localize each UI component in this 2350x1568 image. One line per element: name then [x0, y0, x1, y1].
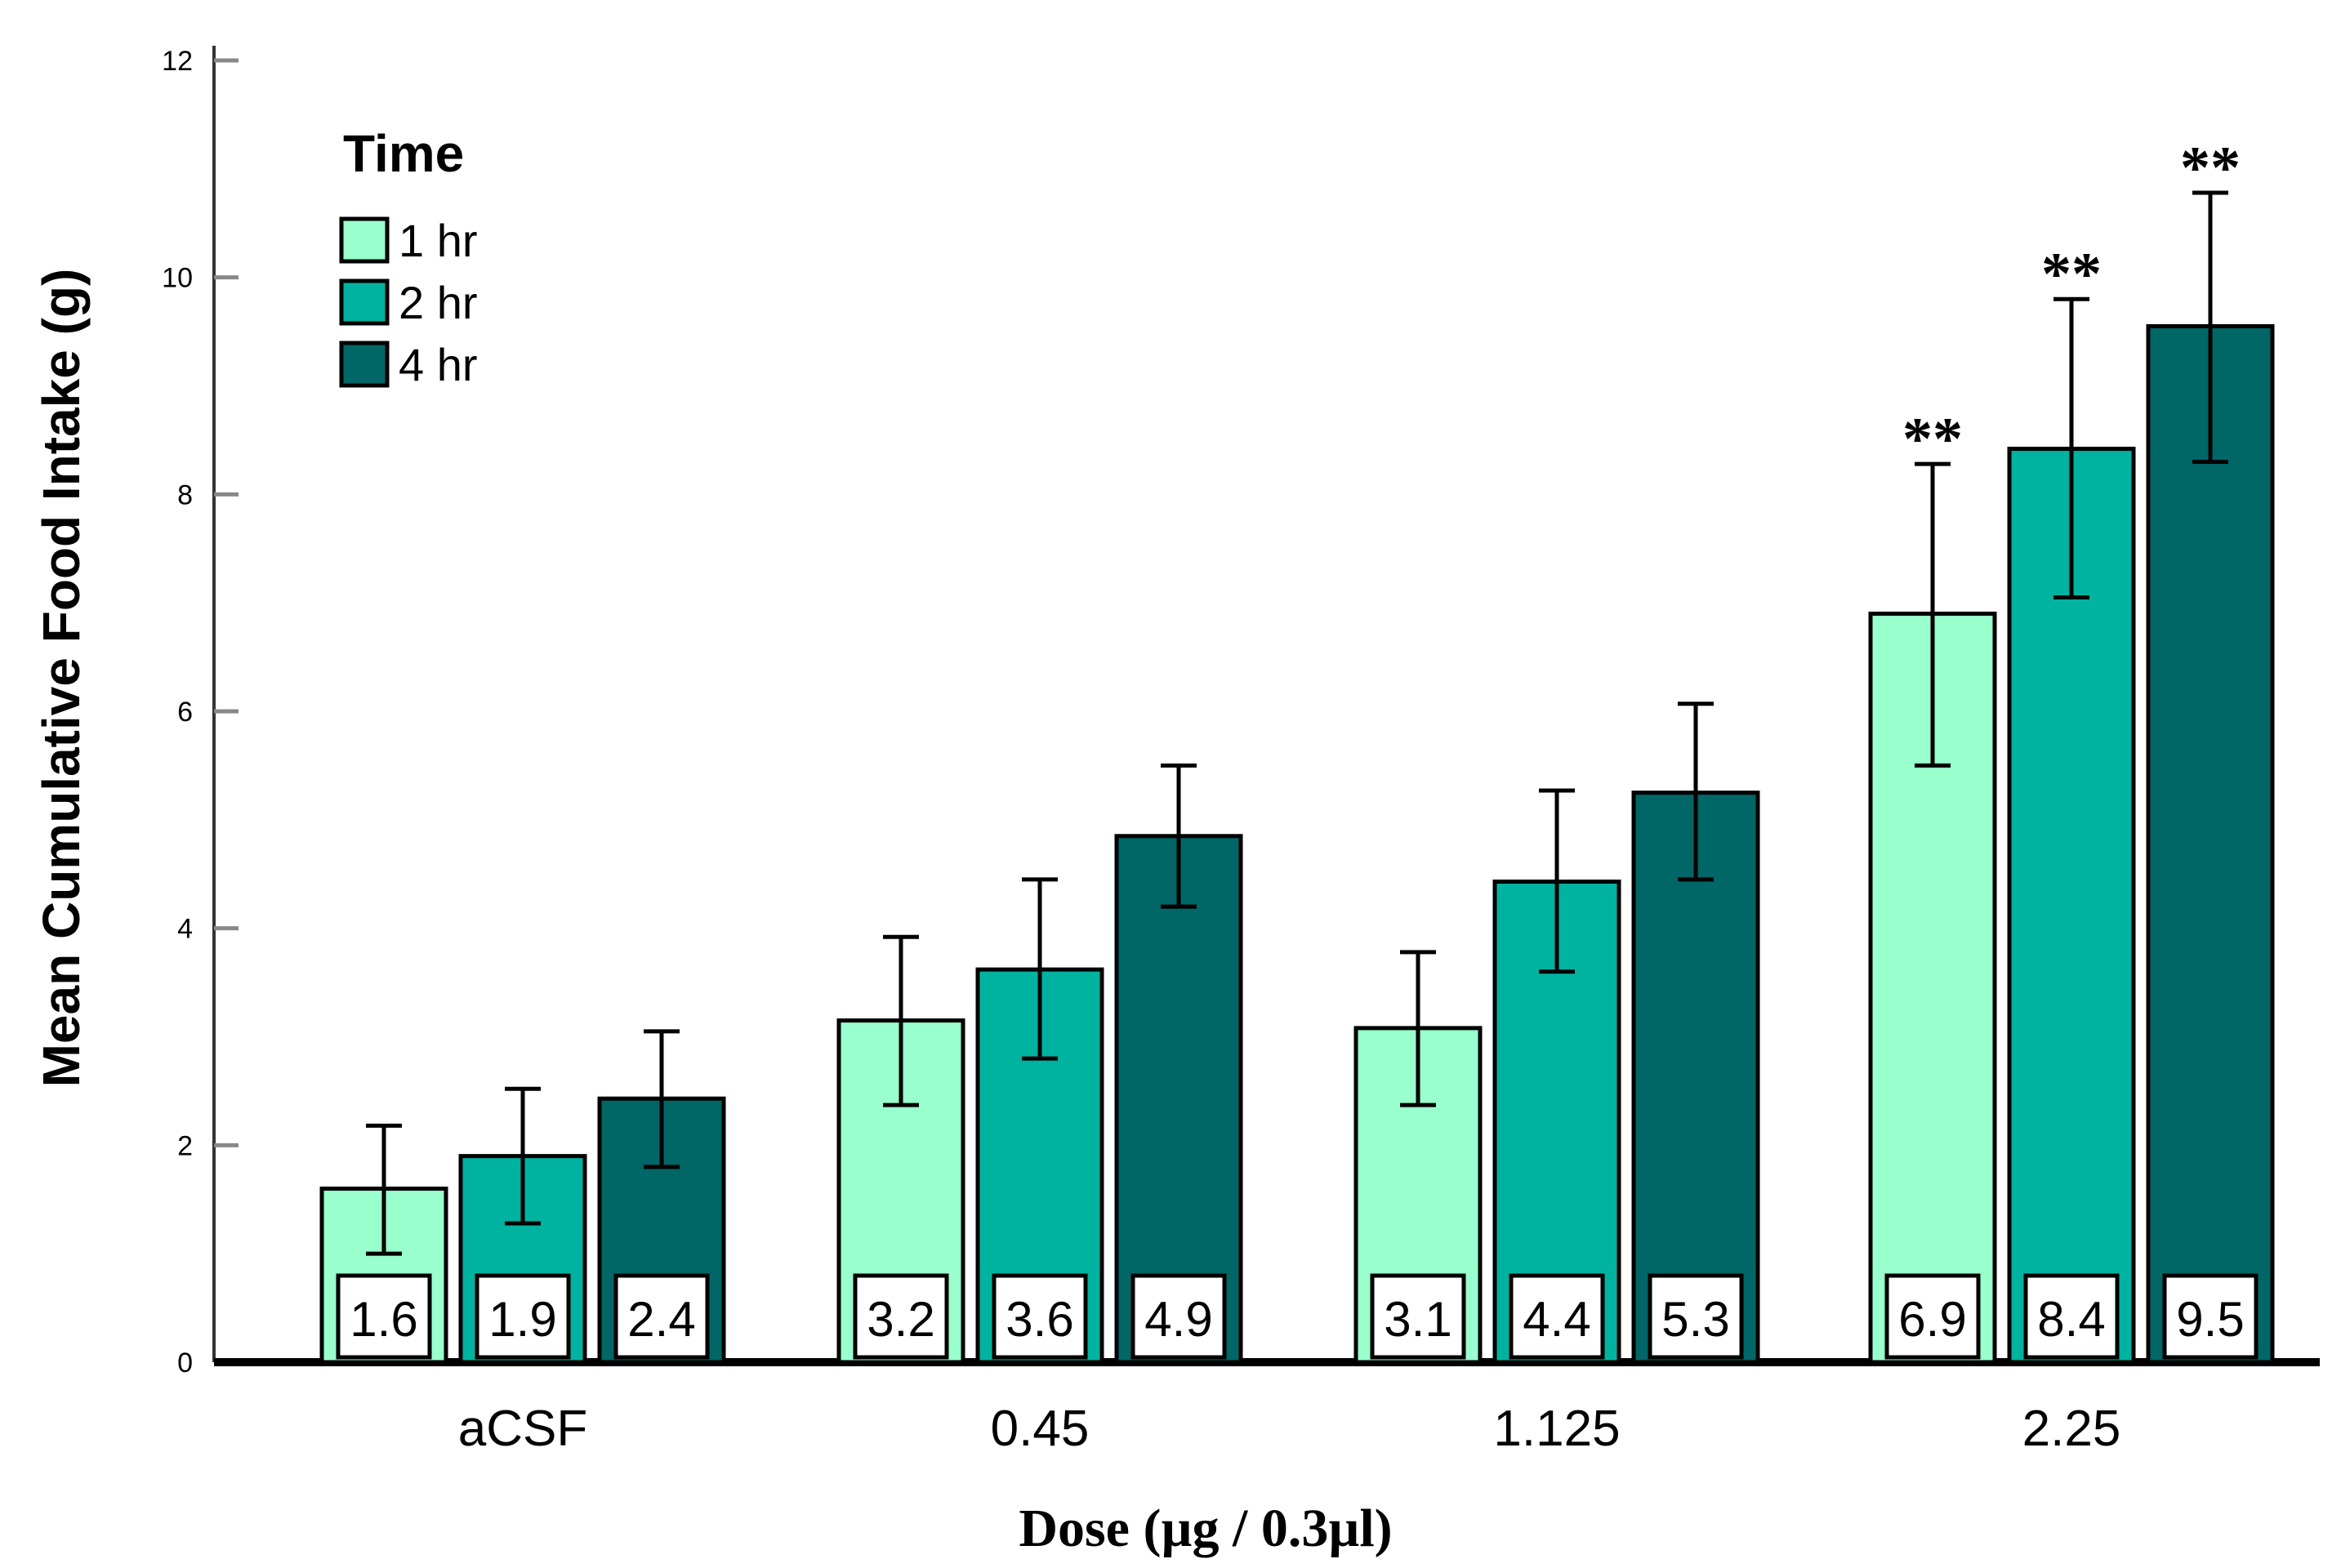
data-label-box: [1130, 1273, 1227, 1360]
data-label-box: [1884, 1273, 1981, 1360]
data-label-box: [2162, 1273, 2259, 1360]
bar: [2146, 323, 2275, 1365]
x-tick-label: 1.125: [1493, 1401, 1620, 1457]
data-label: 4.4: [1523, 1292, 1590, 1347]
data-label: 9.5: [2176, 1292, 2244, 1347]
significance-marker: **: [1902, 406, 1963, 473]
legend-label: 1 hr: [399, 215, 478, 266]
data-label-box: [1648, 1273, 1744, 1360]
y-tick-label: 2: [177, 1130, 193, 1161]
data-label-box: [336, 1273, 432, 1360]
data-label-box: [613, 1273, 710, 1360]
legend-swatch: [339, 278, 390, 326]
data-label-box: [853, 1273, 949, 1360]
significance-marker: **: [2180, 135, 2241, 202]
bar: [2007, 447, 2136, 1365]
data-label: 1.6: [350, 1292, 417, 1347]
significance-marker: **: [2041, 241, 2102, 308]
data-label: 3.2: [867, 1292, 934, 1347]
data-label: 5.3: [1661, 1292, 1729, 1347]
x-tick-label: aCSF: [458, 1401, 587, 1457]
data-label-box: [1370, 1273, 1466, 1360]
data-label: 8.4: [2037, 1292, 2105, 1347]
y-tick-label: 12: [162, 46, 193, 77]
legend-label: 2 hr: [399, 277, 478, 328]
legend: Time 1 hr 2 hr 4 hr: [339, 124, 478, 390]
data-label: 3.1: [1384, 1292, 1451, 1347]
y-tick-label: 0: [177, 1348, 193, 1379]
y-tick-label: 8: [177, 479, 193, 510]
data-label: 2.4: [627, 1292, 695, 1347]
legend-swatch: [339, 341, 390, 388]
bars: aCSF 1.6 1.9 2.4 0.45 3.2 3.6 4.9 1.125 3.1 4.4 5.3…: [319, 135, 2275, 1457]
data-label-box: [992, 1273, 1088, 1360]
y-tick-label: 10: [162, 263, 193, 294]
legend-title: Time: [343, 124, 464, 183]
y-tick-label: 6: [177, 697, 193, 728]
data-label-box: [2023, 1273, 2120, 1360]
data-label: 4.9: [1144, 1292, 1212, 1347]
data-label-box: [1509, 1273, 1605, 1360]
legend-label: 4 hr: [399, 339, 478, 390]
x-axis-title: Dose (µg / 0.3µl): [1019, 1499, 1392, 1558]
legend-swatch: [339, 216, 390, 264]
bar: [1631, 791, 1760, 1365]
data-label: 6.9: [1898, 1292, 1966, 1347]
data-label: 3.6: [1006, 1292, 1073, 1347]
data-label-box: [475, 1273, 571, 1360]
x-tick-label: 0.45: [991, 1401, 1090, 1457]
data-label: 1.9: [488, 1292, 556, 1347]
y-tick-label: 4: [177, 914, 193, 945]
y-axis-title: Mean Cumulative Food Intake (g): [32, 269, 91, 1088]
x-tick-label: 2.25: [2022, 1401, 2121, 1457]
axis-labels: Mean Cumulative Food Intake (g) Dose (µg…: [32, 269, 1393, 1558]
